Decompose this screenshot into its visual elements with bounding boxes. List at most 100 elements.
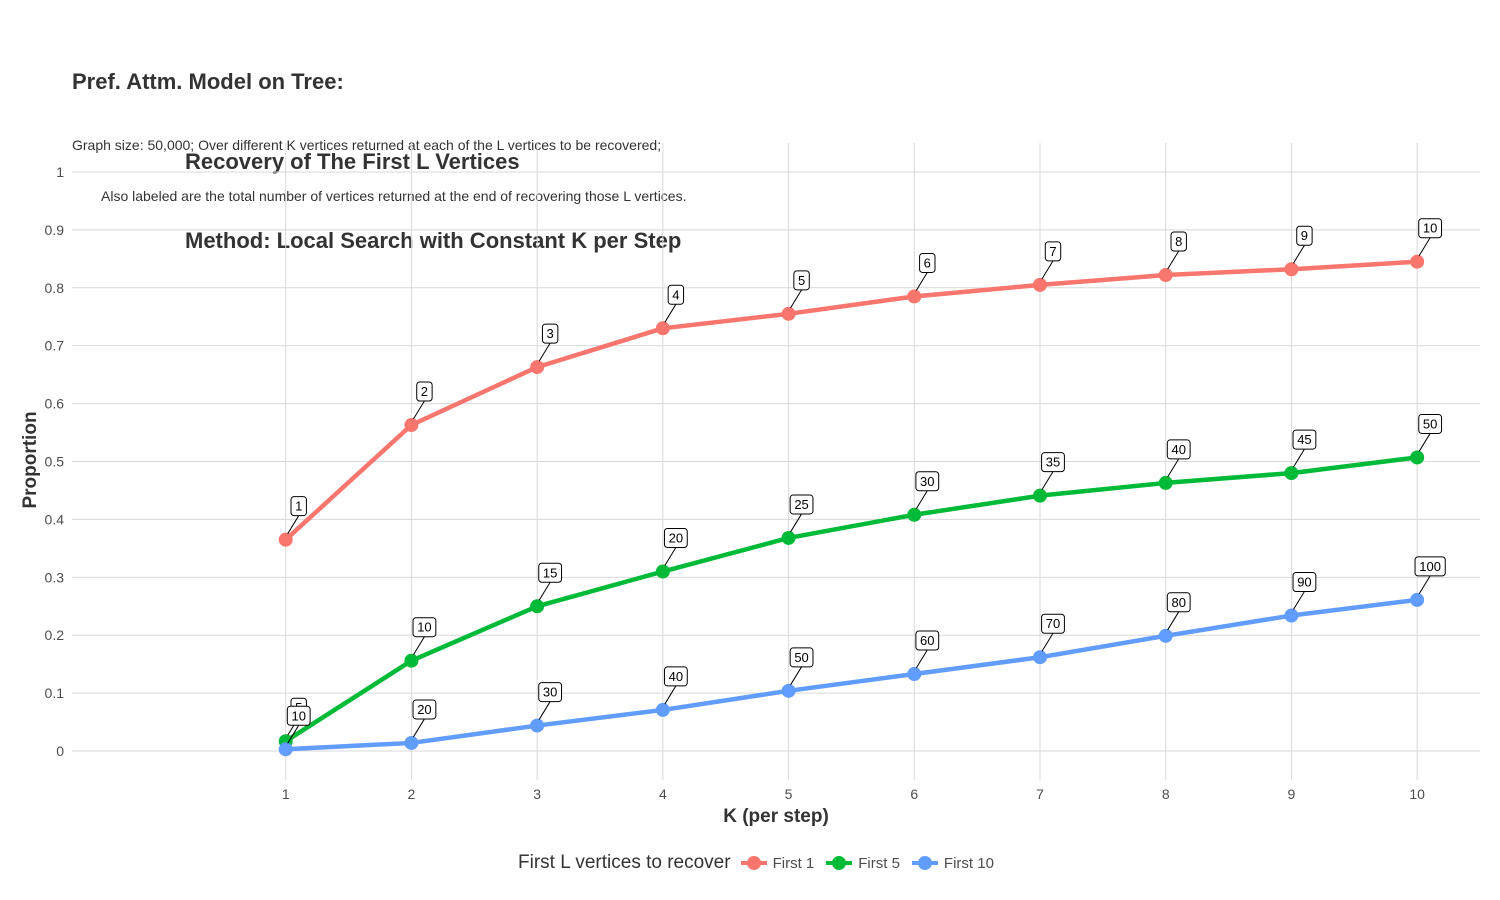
x-tick-label: 5 <box>785 786 793 802</box>
point-label-text: 20 <box>417 702 431 717</box>
point-label: 50 <box>1418 413 1443 452</box>
point-label-text: 45 <box>1297 432 1311 447</box>
point-label-text: 7 <box>1049 244 1056 259</box>
point-label: 3 <box>538 323 559 362</box>
series-lines <box>278 254 1425 757</box>
data-point <box>655 702 670 717</box>
y-tick-label: 0.6 <box>45 396 65 412</box>
data-point <box>530 360 545 375</box>
data-point <box>530 718 545 733</box>
data-point <box>1410 450 1425 465</box>
y-tick-label: 0.8 <box>45 280 65 296</box>
data-point <box>655 321 670 336</box>
x-tick-label: 6 <box>910 786 918 802</box>
legend-key-first-10 <box>911 853 938 873</box>
point-label: 4 <box>664 284 685 323</box>
chart-title-line-3: Method: Local Search with Constant K per… <box>185 228 682 253</box>
data-point <box>1410 592 1425 607</box>
data-point <box>907 289 922 304</box>
point-label-text: 50 <box>1423 416 1437 431</box>
x-tick-label: 8 <box>1162 786 1170 802</box>
point-label-text: 1 <box>295 499 302 514</box>
point-label-text: 10 <box>1423 221 1437 236</box>
data-point <box>781 683 796 698</box>
y-tick-label: 1 <box>56 164 64 180</box>
y-axis-title: Proportion <box>20 411 41 508</box>
y-tick-label: 0 <box>56 743 64 759</box>
x-tick-label: 10 <box>1409 786 1425 802</box>
legend: First L vertices to recover First 1 Firs… <box>518 850 1006 876</box>
point-label: 45 <box>1292 429 1317 468</box>
point-label: 35 <box>1041 452 1065 490</box>
data-point <box>1033 277 1047 292</box>
point-label-text: 100 <box>1419 559 1441 574</box>
point-label: 5 <box>790 270 810 309</box>
data-point <box>530 599 545 614</box>
point-label-text: 20 <box>669 531 683 546</box>
point-label: 80 <box>1166 592 1191 631</box>
legend-key-first-5 <box>826 853 853 873</box>
data-point <box>1158 475 1173 490</box>
point-label-text: 35 <box>1046 455 1060 470</box>
chart-subtitle-line-1: Graph size: 50,000; Over different K ver… <box>72 137 662 153</box>
point-label: 7 <box>1041 241 1062 280</box>
point-label-text: 30 <box>920 474 934 489</box>
legend-label-first-10: First 10 <box>943 854 994 872</box>
y-tick-label: 0.5 <box>45 454 65 470</box>
data-point <box>1284 466 1299 481</box>
x-tick-label: 4 <box>659 786 667 802</box>
point-label-text: 30 <box>543 685 557 700</box>
data-point <box>1284 608 1299 623</box>
data-point <box>781 306 796 321</box>
x-tick-label: 9 <box>1288 786 1296 802</box>
point-label: 20 <box>663 528 688 566</box>
data-point <box>1033 488 1047 503</box>
chart-subtitle: Graph size: 50,000; Over different K ver… <box>72 103 686 222</box>
x-tick-label: 7 <box>1036 786 1044 802</box>
point-label-text: 40 <box>669 669 683 684</box>
data-point <box>655 564 670 579</box>
series-line-first-10 <box>283 597 1420 752</box>
point-labels: 1234567891051015202530354045501020304050… <box>286 218 1446 744</box>
point-label-text: 5 <box>798 273 805 288</box>
point-label-text: 50 <box>794 650 808 665</box>
x-tick-label: 2 <box>408 786 416 802</box>
axis-tick-labels: 00.10.20.30.40.50.60.70.80.911 2 3 4 5 6 7 8 9 10 <box>45 164 1426 802</box>
series-line-first-1 <box>283 259 1420 542</box>
point-label-text: 8 <box>1175 234 1182 249</box>
point-label: 15 <box>538 562 563 601</box>
point-label: 30 <box>915 471 940 510</box>
data-point <box>278 742 293 757</box>
data-point <box>907 507 922 522</box>
point-label: 9 <box>1293 225 1313 264</box>
legend-label-first-5: First 5 <box>858 854 900 872</box>
data-point <box>781 530 796 545</box>
point-label-text: 6 <box>924 255 931 270</box>
data-point <box>404 735 419 750</box>
data-point <box>1284 262 1299 277</box>
chart-subtitle-line-2: Also labeled are the total number of ver… <box>101 188 687 204</box>
point-label: 25 <box>789 494 814 533</box>
point-label: 30 <box>538 682 563 720</box>
x-axis-title: K (per step) <box>723 806 829 827</box>
point-label-text: 80 <box>1171 595 1185 610</box>
chart-title-line-1: Pref. Attm. Model on Tree: <box>72 69 344 94</box>
point-label: 10 <box>1418 218 1443 256</box>
data-point <box>1410 254 1425 269</box>
data-point <box>1158 628 1173 643</box>
point-label-text: 10 <box>291 708 305 723</box>
legend-item-first-1: First 1 <box>740 853 814 873</box>
point-label-text: 10 <box>417 620 431 635</box>
point-label: 10 <box>412 617 437 655</box>
data-point <box>907 667 922 682</box>
point-label-text: 9 <box>1301 228 1308 243</box>
series-line-first-5 <box>283 455 1420 744</box>
legend-key-first-1 <box>740 853 767 873</box>
y-tick-label: 0.9 <box>45 222 65 238</box>
point-label: 70 <box>1041 613 1065 652</box>
point-label: 2 <box>413 381 433 420</box>
data-point <box>1158 268 1173 283</box>
point-label: 20 <box>412 699 437 738</box>
chart-title: Pref. Attm. Model on Tree: Recovery of T… <box>72 16 681 281</box>
